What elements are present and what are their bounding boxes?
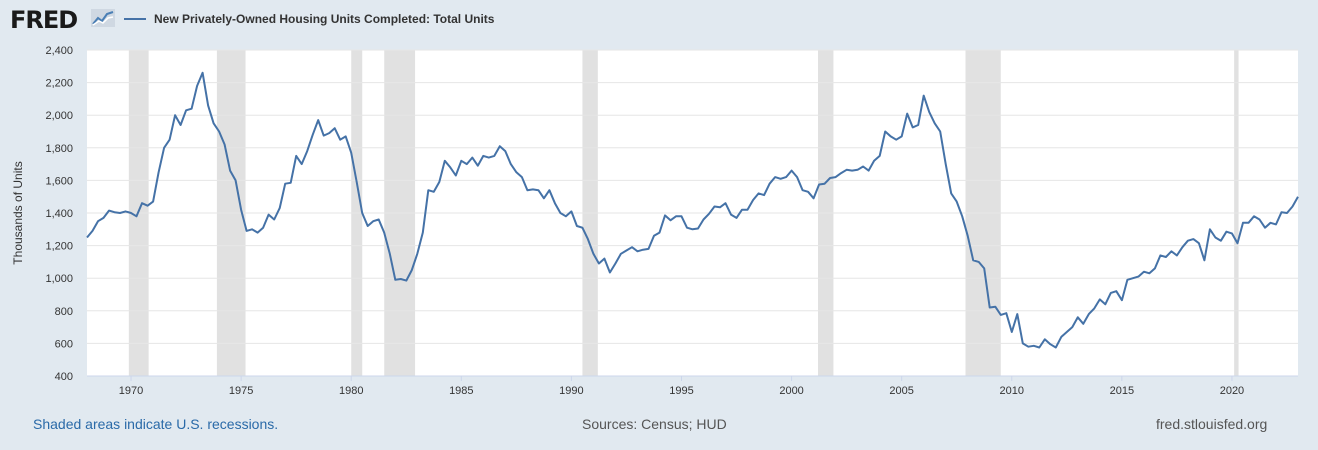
x-tick-label: 1995 bbox=[669, 385, 693, 397]
y-tick-label: 400 bbox=[55, 371, 73, 383]
x-tick-label: 1980 bbox=[339, 385, 363, 397]
x-tick-label: 1985 bbox=[449, 385, 473, 397]
y-axis-label: Thousands of Units bbox=[11, 161, 25, 264]
x-tick-label: 1975 bbox=[229, 385, 253, 397]
x-tick-label: 2000 bbox=[779, 385, 803, 397]
x-axis-ticks: 1970 1975 1980 1985 1990 1995 2000 2005 2010 2015… bbox=[87, 375, 1298, 397]
y-tick-label: 2,200 bbox=[45, 78, 73, 90]
fred-graph-icon bbox=[91, 9, 115, 27]
fred-logo[interactable]: FRED bbox=[10, 6, 78, 34]
line-chart: 400 600 800 1,000 1,200 1,400 1,600 1,800 2,000 2… bbox=[11, 45, 1299, 397]
chart-header: FRED New Privately-Owned Housing Units C… bbox=[10, 6, 1300, 34]
x-tick-label: 2020 bbox=[1220, 385, 1244, 397]
legend-label: New Privately-Owned Housing Units Comple… bbox=[154, 12, 495, 26]
x-tick-label: 1990 bbox=[559, 385, 583, 397]
x-tick-label: 1970 bbox=[119, 385, 143, 397]
recession-note-link[interactable]: Shaded areas indicate U.S. recessions. bbox=[33, 416, 279, 432]
y-axis-ticks: 400 600 800 1,000 1,200 1,400 1,600 1,800 2,000 2… bbox=[45, 45, 73, 383]
website-link[interactable]: fred.stlouisfed.org bbox=[1156, 416, 1268, 432]
y-tick-label: 1,600 bbox=[45, 175, 73, 187]
series-line[interactable] bbox=[86, 71, 1299, 349]
x-tick-label: 2015 bbox=[1110, 385, 1134, 397]
chart-footer: Shaded areas indicate U.S. recessions. S… bbox=[0, 416, 1318, 436]
y-tick-label: 1,200 bbox=[45, 241, 73, 253]
y-tick-label: 2,000 bbox=[45, 110, 73, 122]
sources-text: Sources: Census; HUD bbox=[582, 416, 727, 432]
y-tick-label: 800 bbox=[55, 306, 73, 318]
y-tick-label: 1,800 bbox=[45, 143, 73, 155]
y-tick-label: 1,400 bbox=[45, 208, 73, 220]
y-tick-label: 2,400 bbox=[45, 45, 73, 57]
y-tick-label: 1,000 bbox=[45, 273, 73, 285]
y-tick-label: 600 bbox=[55, 338, 73, 350]
x-tick-label: 2010 bbox=[1000, 385, 1024, 397]
x-tick-label: 2005 bbox=[889, 385, 913, 397]
legend-swatch bbox=[124, 18, 146, 20]
